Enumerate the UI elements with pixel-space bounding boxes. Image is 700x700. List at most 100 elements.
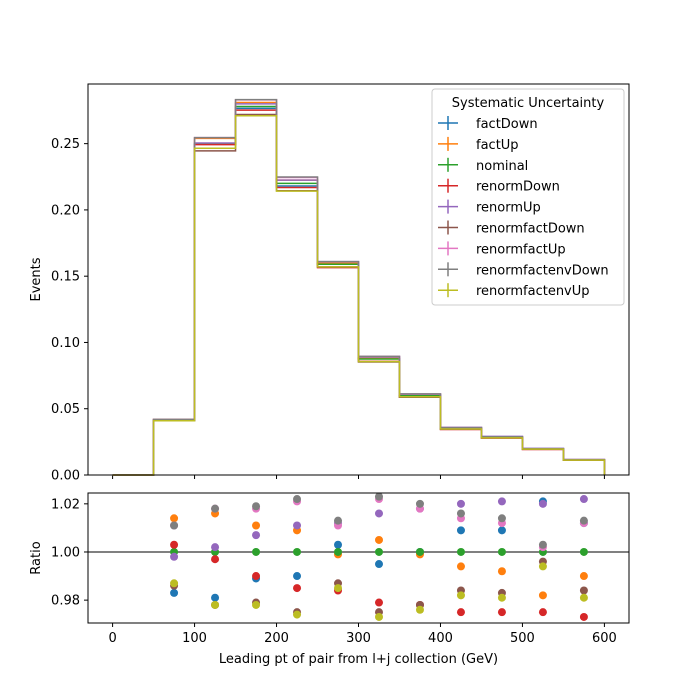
ratio-point: [538, 540, 547, 549]
ratio-point: [538, 499, 547, 508]
ratio-point: [374, 612, 383, 621]
ratio-point: [579, 612, 588, 621]
x-tick-label: 100: [182, 631, 207, 646]
ratio-point: [170, 521, 179, 530]
ratio-point: [252, 531, 261, 540]
ratio-point: [374, 547, 383, 556]
legend-entry-factDown: factDown: [438, 116, 538, 132]
legend-title: Systematic Uncertainty: [452, 96, 605, 111]
ratio-point: [170, 579, 179, 588]
legend-entry-factUp: factUp: [438, 136, 519, 153]
ratio-point: [334, 540, 343, 549]
ratio-point: [456, 526, 465, 535]
ratio-point: [374, 492, 383, 501]
ratio-point: [293, 495, 302, 504]
legend-label: renormfactenvUp: [476, 284, 590, 299]
main-y-tick-label: 0.05: [51, 402, 80, 417]
ratio-series-renormfactenvDown: [170, 492, 588, 549]
ratio-panel: 0 100 200 300 400 500 600 0.98 1.00 1.02 Ratio Le…: [29, 492, 630, 667]
main-y-tick-label: 0.25: [51, 137, 80, 152]
ratio-point: [170, 552, 179, 561]
ratio-ticks: 0 100 200 300 400 500 600 0.98 1.00 1.02: [51, 497, 617, 646]
legend-box: [431, 88, 625, 306]
ratio-y-tick-label: 1.02: [51, 497, 80, 512]
ratio-point: [334, 516, 343, 525]
ratio-point: [497, 567, 506, 576]
ratio-point: [538, 608, 547, 617]
ratio-point: [211, 543, 220, 552]
ratio-point: [579, 516, 588, 525]
ratio-point: [374, 598, 383, 607]
legend-label: renormfactenvDown: [476, 263, 609, 278]
ratio-axes-frame: [87, 492, 630, 624]
x-tick-label: 500: [510, 631, 535, 646]
ratio-point: [293, 610, 302, 619]
legend-entry-renormDown: renormDown: [438, 178, 560, 195]
ratio-point: [170, 588, 179, 597]
ratio-point: [170, 540, 179, 549]
legend-entry-renormfactDown: renormfactDown: [438, 220, 585, 237]
main-ticks: 0.00 0.05 0.10 0.15 0.20 0.25: [51, 137, 605, 484]
ratio-point: [334, 547, 343, 556]
ratio-point: [211, 600, 220, 609]
ratio-point: [415, 499, 424, 508]
ratio-point: [579, 586, 588, 595]
ratio-point: [456, 499, 465, 508]
main-y-tick-label: 0.15: [51, 270, 80, 285]
legend-entry-renormUp: renormUp: [438, 199, 541, 216]
ratio-point: [374, 509, 383, 518]
x-tick-label: 200: [264, 631, 289, 646]
ratio-point: [579, 593, 588, 602]
ratio-point: [293, 572, 302, 581]
ratio-point: [497, 497, 506, 506]
main-series-group: [112, 98, 606, 476]
ratio-point: [456, 591, 465, 600]
main-y-tick-label: 0.10: [51, 336, 80, 351]
legend: Systematic Uncertainty factDown factUp nom…: [431, 88, 625, 306]
ratio-point: [497, 608, 506, 617]
ratio-point: [211, 593, 220, 602]
legend-label: renormDown: [476, 180, 560, 195]
legend-label: factUp: [476, 138, 519, 153]
x-tick-label: 0: [108, 631, 116, 646]
ratio-y-tick-label: 0.98: [51, 594, 80, 609]
legend-entry-renormfactenvDown: renormfactenvDown: [438, 262, 609, 278]
ratio-point: [252, 600, 261, 609]
ratio-point: [456, 608, 465, 617]
ratio-point: [211, 555, 220, 564]
legend-label: renormUp: [476, 201, 541, 216]
legend-label: renormfactUp: [476, 242, 566, 257]
ratio-point: [456, 509, 465, 518]
x-tick-label: 600: [592, 631, 617, 646]
ratio-point: [293, 584, 302, 593]
ratio-point: [415, 605, 424, 614]
ratio-point: [252, 547, 261, 556]
ratio-y-tick-label: 1.00: [51, 545, 80, 560]
x-tick-label: 300: [346, 631, 371, 646]
ratio-point: [579, 572, 588, 581]
ratio-point: [497, 547, 506, 556]
ratio-point: [170, 514, 179, 523]
main-y-axis-label: Events: [29, 257, 44, 301]
ratio-series-renormfactenvUp: [170, 562, 588, 621]
ratio-point: [497, 526, 506, 535]
legend-label: renormfactDown: [476, 222, 585, 237]
ratio-point: [538, 562, 547, 571]
main-y-tick-label: 0.00: [51, 469, 80, 484]
legend-label: nominal: [476, 159, 528, 174]
ratio-point: [374, 560, 383, 569]
ratio-point: [415, 547, 424, 556]
legend-entry-renormfactUp: renormfactUp: [438, 241, 566, 257]
ratio-point: [497, 514, 506, 523]
ratio-point: [252, 572, 261, 581]
main-axes-frame: [87, 83, 630, 476]
ratio-point: [252, 502, 261, 511]
x-axis-label: Leading pt of pair from l+j collection (…: [219, 652, 498, 667]
ratio-points-group: [170, 492, 588, 621]
ratio-point: [334, 584, 343, 593]
ratio-point: [456, 562, 465, 571]
ratio-point: [374, 535, 383, 544]
ratio-point: [456, 547, 465, 556]
legend-entry-nominal: nominal: [438, 157, 528, 174]
